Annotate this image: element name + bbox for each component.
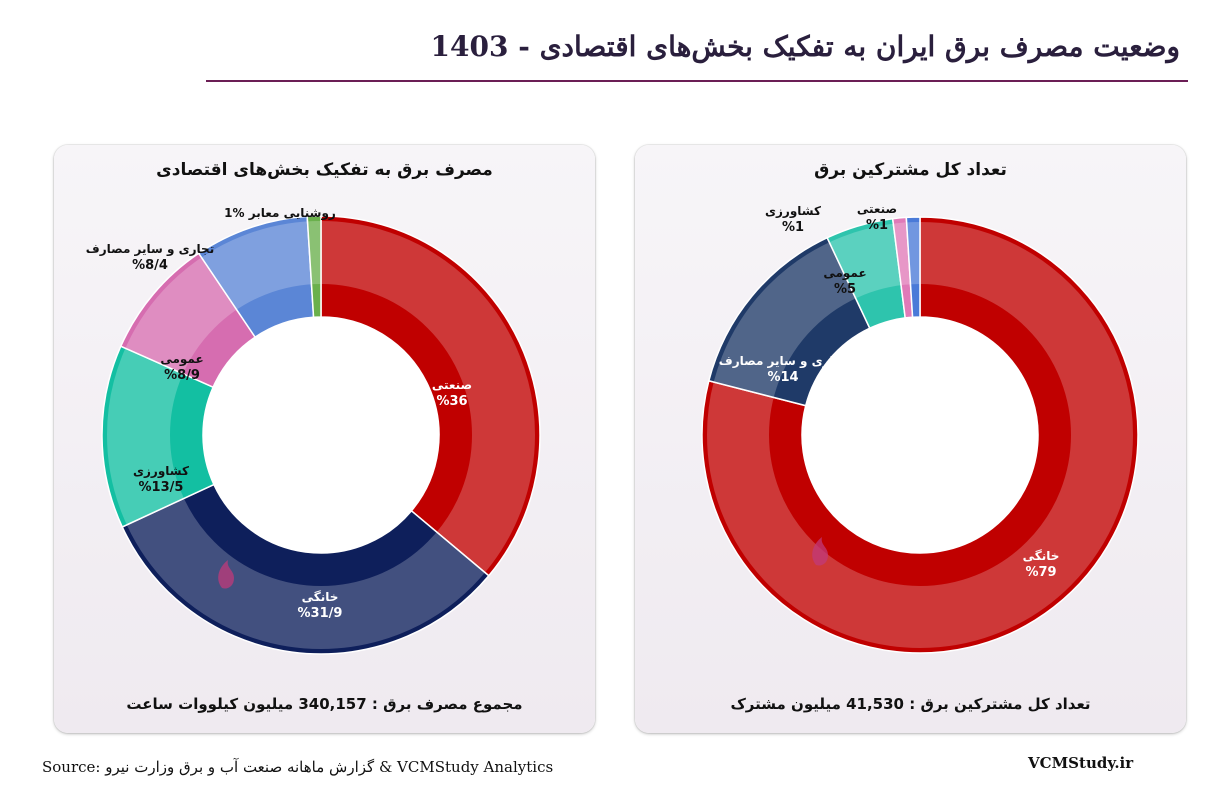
slice-label: عمومی <box>823 266 866 281</box>
electricity-consumption-panel: مصرف برق به تفکیک بخش‌های اقتصادی صنعتی%… <box>54 145 595 733</box>
subscribers-total: تعداد کل مشترکین برق : 41,530 میلیون مشت… <box>730 695 1091 713</box>
flame-logo-icon <box>218 560 234 589</box>
site-link[interactable]: VCMStudy.ir <box>1028 754 1134 772</box>
slice-value-label: %79 <box>1025 565 1056 580</box>
slice-label: تجاری و سایر مصارف <box>86 242 214 257</box>
slice-label: صنعتی <box>432 378 472 392</box>
page-title: وضعیت مصرف برق ایران به تفکیک بخش‌های اق… <box>430 30 1180 63</box>
subscribers-donut-chart: خانگی %79 تجاری و سایر مصارف%14 عمومی%5 کشاو… <box>701 202 1139 654</box>
slice-value-label: %5 <box>834 282 856 297</box>
slice-value-label: %1 <box>866 218 888 233</box>
slice-label: صنعتی <box>857 202 897 216</box>
subscribers-chart-title: تعداد کل مشترکین برق <box>814 160 1007 180</box>
donut-highlight-ring <box>107 221 535 649</box>
source-note: Source: گزارش ماهانه صنعت آب و برق وزارت… <box>42 758 554 776</box>
slice-value-label: %14 <box>767 370 798 385</box>
donut-hole <box>203 317 439 553</box>
slice-value-label: %31/9 <box>298 606 343 621</box>
slice-value-label: %8/9 <box>164 368 200 383</box>
title-divider <box>206 80 1188 82</box>
consumption-chart-title: مصرف برق به تفکیک بخش‌های اقتصادی <box>156 160 493 180</box>
consumption-donut-chart: صنعتی %36 خانگی %31/9 کشاورزی%13/5 عمومی%8/9 ت… <box>86 206 541 655</box>
slice-label: کشاورزی <box>765 204 821 219</box>
flame-logo-icon <box>812 537 828 566</box>
slice-label: روشنایی معابر %1 <box>224 206 336 221</box>
consumption-total: مجموع مصرف برق : 340,157 میلیون کیلووات … <box>126 695 523 713</box>
slice-value-label: %13/5 <box>139 480 184 495</box>
subscribers-panel: تعداد کل مشترکین برق خانگی %79 تجاری و سای… <box>635 145 1186 733</box>
slice-value-label: %8/4 <box>132 258 168 273</box>
slice-label: کشاورزی <box>133 464 189 479</box>
slice-label: خانگی <box>302 590 339 604</box>
slice-value-label: %1 <box>782 220 804 235</box>
slice-label: خانگی <box>1023 549 1060 563</box>
donut-highlight-ring <box>707 222 1133 648</box>
slice-value-label: %36 <box>436 394 467 409</box>
donut-hole <box>802 317 1038 553</box>
slice-label: تجاری و سایر مصارف <box>719 354 847 369</box>
slice-label: عمومی <box>160 352 203 367</box>
